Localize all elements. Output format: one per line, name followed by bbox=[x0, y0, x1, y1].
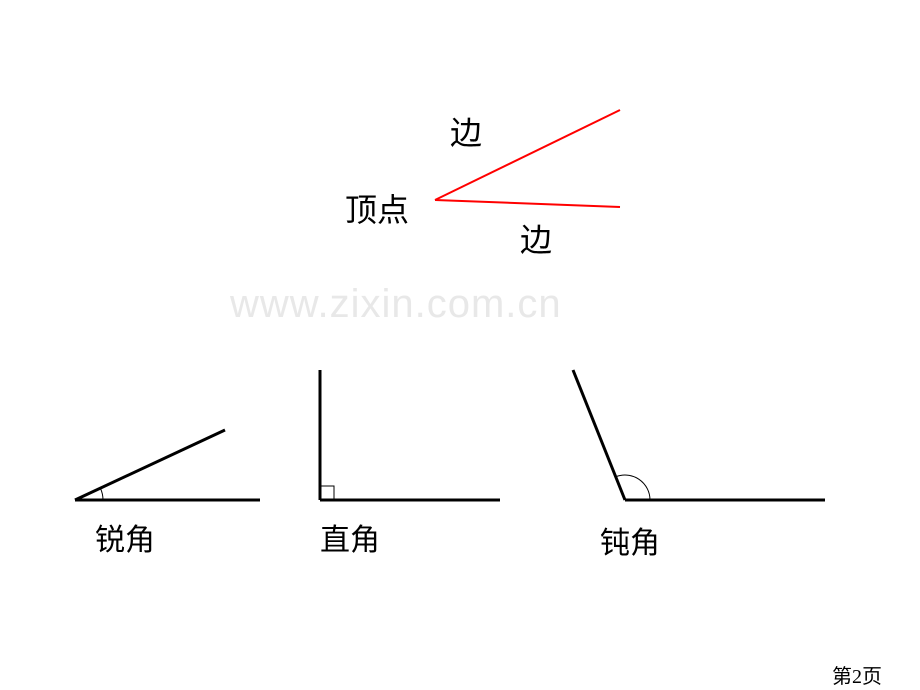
acute-label: 锐角 bbox=[95, 515, 155, 559]
acute-arc bbox=[100, 488, 103, 500]
obtuse-ray-upper bbox=[573, 370, 625, 500]
side-top-label: 边 bbox=[450, 108, 482, 154]
diagram-svg bbox=[0, 0, 920, 690]
right-square-mark bbox=[320, 486, 334, 500]
side-bottom-label: 边 bbox=[520, 215, 552, 261]
vertex-label: 顶点 bbox=[345, 185, 409, 231]
obtuse-label: 钝角 bbox=[600, 518, 660, 562]
page-number: 第2页 bbox=[832, 660, 882, 689]
acute-ray-upper bbox=[75, 430, 225, 500]
top-angle-ray-lower bbox=[435, 200, 620, 207]
right-label: 直角 bbox=[320, 515, 380, 559]
